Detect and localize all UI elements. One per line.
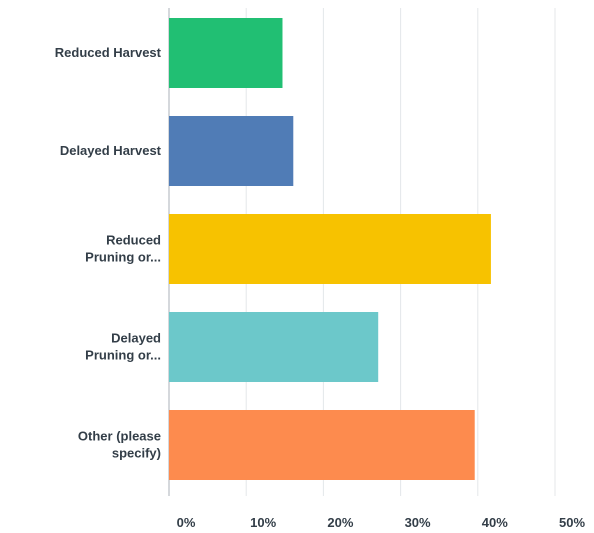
bar[interactable] <box>169 116 294 186</box>
category-label-line: specify) <box>112 446 161 461</box>
category-label-line: Reduced <box>106 233 161 248</box>
category-label: Reduced Harvest <box>55 45 162 60</box>
bars <box>169 18 491 480</box>
x-tick-label: 30% <box>405 515 431 530</box>
category-label-line: Other (please <box>78 429 161 444</box>
x-tick-label: 10% <box>250 515 276 530</box>
category-label: Delayed Pruning or... <box>85 331 161 363</box>
x-tick-label: 20% <box>327 515 353 530</box>
category-label-line: Pruning or... <box>85 250 161 265</box>
category-label: Delayed Harvest <box>60 143 162 158</box>
bar[interactable] <box>169 214 491 284</box>
category-labels: Reduced Harvest Delayed Harvest Reduced Pru… <box>55 45 162 461</box>
category-label-line: Reduced Harvest <box>55 45 162 60</box>
x-tick-label: 50% <box>559 515 585 530</box>
bar[interactable] <box>169 18 283 88</box>
category-label-line: Delayed <box>111 331 161 346</box>
bar[interactable] <box>169 410 475 480</box>
category-label-line: Delayed Harvest <box>60 143 162 158</box>
x-tick-label: 0% <box>177 515 196 530</box>
bar[interactable] <box>169 312 379 382</box>
category-label: Reduced Pruning or... <box>85 233 161 265</box>
x-tick-label: 40% <box>482 515 508 530</box>
category-label-line: Pruning or... <box>85 348 161 363</box>
category-label: Other (please specify) <box>78 429 161 461</box>
x-axis-tick-labels: 0% 10% 20% 30% 40% 50% <box>177 515 586 530</box>
